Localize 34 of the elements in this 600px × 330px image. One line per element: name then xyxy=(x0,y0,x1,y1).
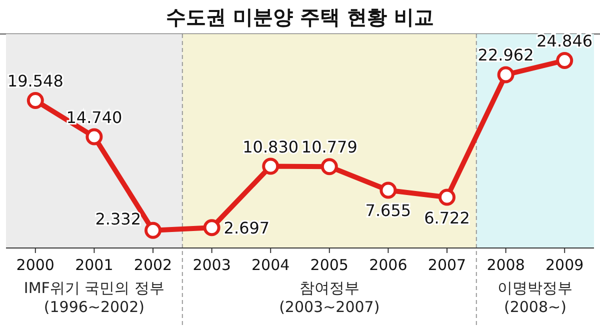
data-label: 7.655 xyxy=(365,201,412,220)
x-tick-label: 2006 xyxy=(369,256,408,274)
data-label: 2.332 xyxy=(95,209,141,228)
x-tick-label: 2009 xyxy=(546,256,584,274)
data-label: 24.846 xyxy=(536,32,593,50)
point xyxy=(438,188,456,206)
point xyxy=(203,219,220,236)
point xyxy=(144,222,162,239)
x-tick-label: 2002 xyxy=(134,256,172,274)
chart-title: 수도권 미분양 주택 현황 비교 xyxy=(166,5,434,29)
data-label: 2.697 xyxy=(224,218,270,238)
point xyxy=(262,158,280,175)
point xyxy=(497,66,514,84)
band-label: 이명박정부 (2008~) xyxy=(498,279,573,316)
x-tick-label: 2003 xyxy=(192,256,231,274)
point xyxy=(380,182,397,199)
data-label: 19.548 xyxy=(7,71,64,90)
x-tick-label: 2008 xyxy=(486,256,525,274)
x-tick-label: 2004 xyxy=(252,256,290,274)
point xyxy=(86,128,103,146)
x-tick-label: 2007 xyxy=(428,256,466,274)
data-label: 10.830 xyxy=(242,137,299,156)
point xyxy=(556,52,574,69)
data-label: 10.779 xyxy=(301,138,358,157)
point xyxy=(320,158,338,176)
point xyxy=(26,92,44,109)
x-tick-label: 2005 xyxy=(310,256,348,274)
band-label: 참여정부 (2003~2007) xyxy=(279,279,380,316)
band-label: IMF위기 국민의 정부 (1996~2002) xyxy=(24,279,164,316)
data-label: 6.722 xyxy=(424,208,470,228)
x-tick-label: 2000 xyxy=(16,256,54,274)
data-label: 14.740 xyxy=(66,108,122,127)
x-tick-label: 2001 xyxy=(75,256,114,274)
data-label: 22.962 xyxy=(478,46,534,65)
